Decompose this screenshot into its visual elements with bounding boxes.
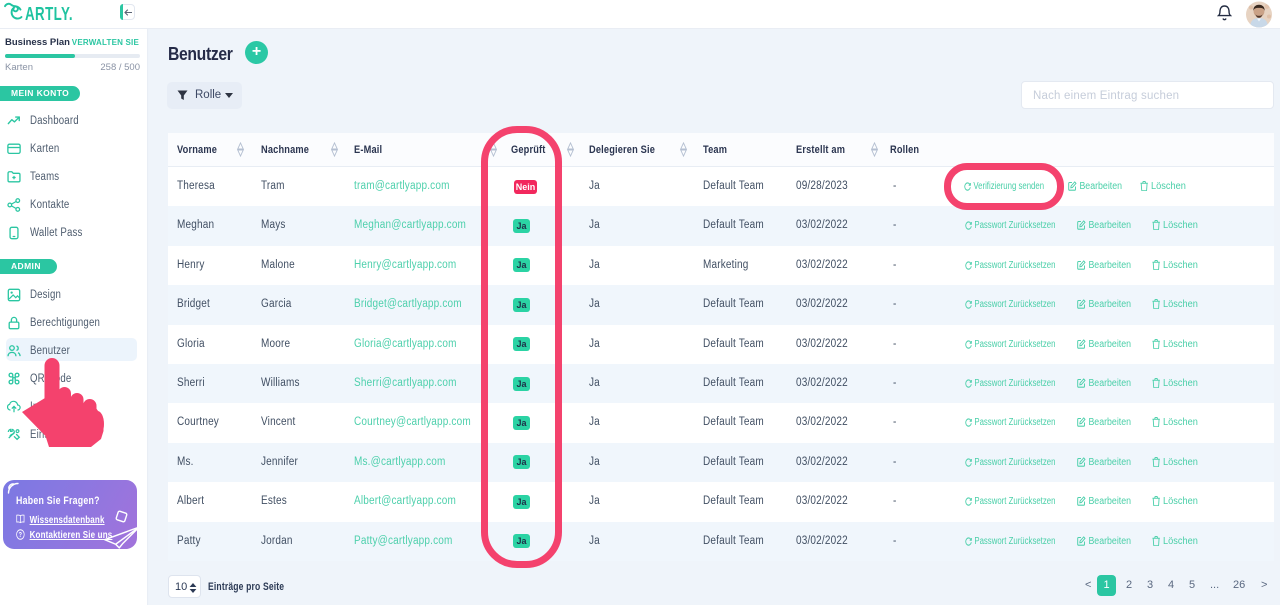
svg-text:?: ? (19, 531, 23, 539)
